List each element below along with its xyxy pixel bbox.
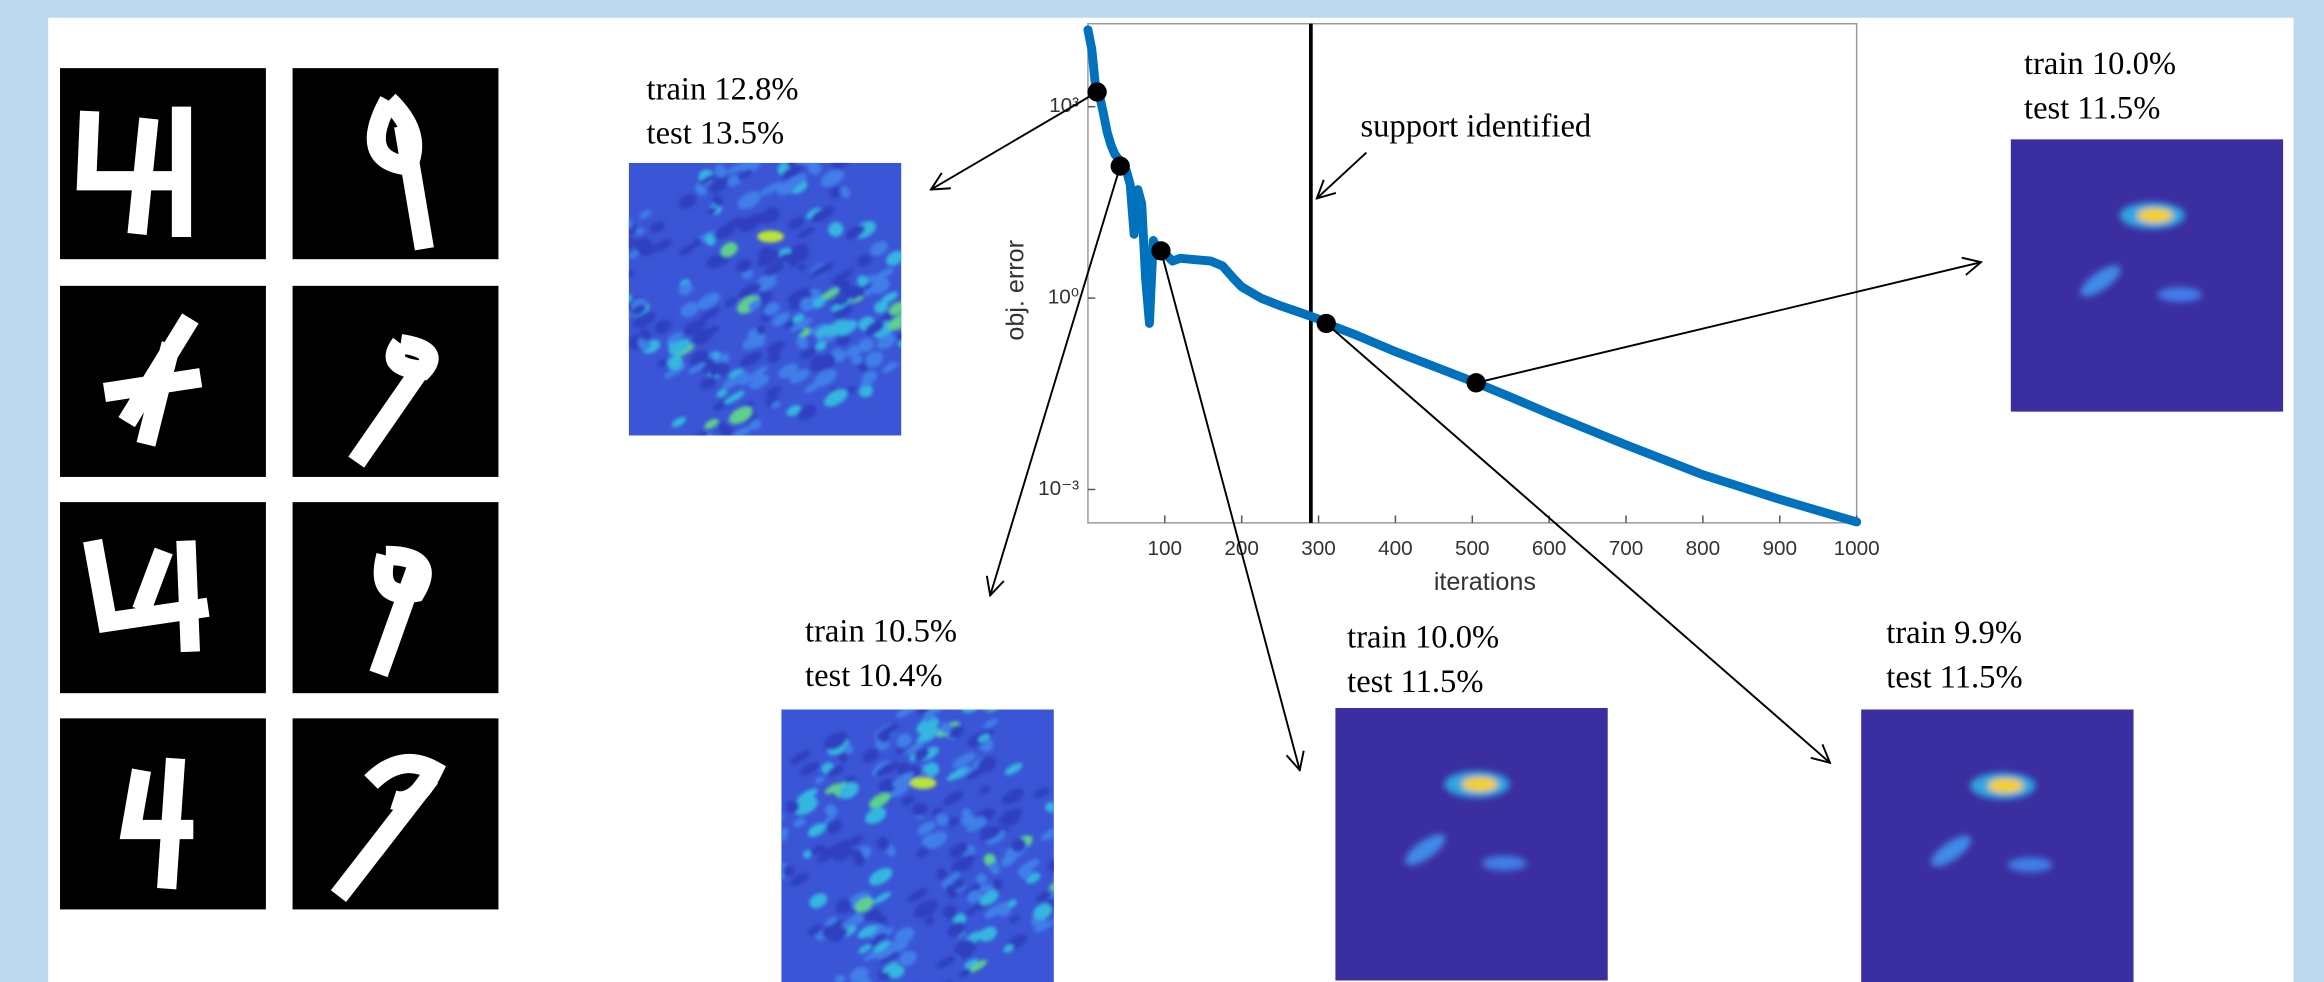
heatmap-bg [2011, 139, 2284, 412]
digit-stroke [186, 541, 190, 652]
snapshot-train: train 10.0% [2024, 46, 2176, 82]
blob [1462, 777, 1498, 792]
blob [910, 777, 937, 789]
y-axis-label: obj. error [1002, 240, 1030, 341]
snapshot-test: test 13.5% [647, 116, 785, 152]
x-tick-label: 700 [1609, 537, 1644, 560]
snapshot-train: train 9.9% [1886, 615, 2022, 651]
x-tick-label: 500 [1455, 537, 1490, 560]
x-tick-label: 400 [1378, 537, 1413, 560]
y-tick-label: 10⁻³ [1038, 477, 1079, 500]
digit-stroke [137, 118, 149, 234]
x-tick-label: 100 [1148, 537, 1183, 560]
x-tick-label: 300 [1301, 537, 1336, 560]
heatmap [1861, 709, 2134, 982]
highlight-point [1317, 314, 1336, 333]
heatmap [731, 662, 1102, 982]
heatmap [1335, 708, 1608, 981]
highlight-point [1151, 241, 1170, 260]
highlight-point [1088, 82, 1107, 101]
heatmap-bg [1861, 709, 2134, 982]
x-tick-label: 800 [1686, 537, 1721, 560]
blob [1482, 856, 1526, 871]
x-tick-label: 600 [1532, 537, 1567, 560]
figure: iterations obj. error train 12.8% test 13… [0, 0, 2324, 982]
snapshot-train: train 10.0% [1347, 619, 1499, 655]
support-label: support identified [1360, 108, 1591, 144]
digit-image [293, 286, 499, 477]
highlight-point [1111, 157, 1130, 176]
heatmap-bg [1335, 708, 1608, 981]
digit-stroke [167, 758, 176, 888]
snapshot-train: train 10.5% [805, 613, 957, 649]
snapshot-train: train 12.8% [647, 71, 799, 107]
digit-image [60, 502, 266, 693]
y-tick-label: 10⁰ [1048, 286, 1079, 309]
blob [2157, 287, 2201, 302]
snapshot-test: test 11.5% [2024, 91, 2160, 127]
blob [2137, 208, 2173, 223]
blob [2008, 857, 2052, 872]
snapshot-test: test 10.4% [805, 658, 943, 694]
snapshot-test: test 11.5% [1886, 659, 2022, 695]
blob [1988, 778, 2024, 793]
x-axis-label: iterations [1434, 568, 1536, 596]
x-tick-label: 1000 [1834, 537, 1880, 560]
highlight-point [1467, 373, 1486, 392]
snapshot-test: test 11.5% [1347, 664, 1483, 700]
x-tick-label: 900 [1762, 537, 1797, 560]
heatmap [2011, 139, 2284, 412]
plot-area [1088, 24, 1857, 523]
blob [757, 231, 784, 243]
